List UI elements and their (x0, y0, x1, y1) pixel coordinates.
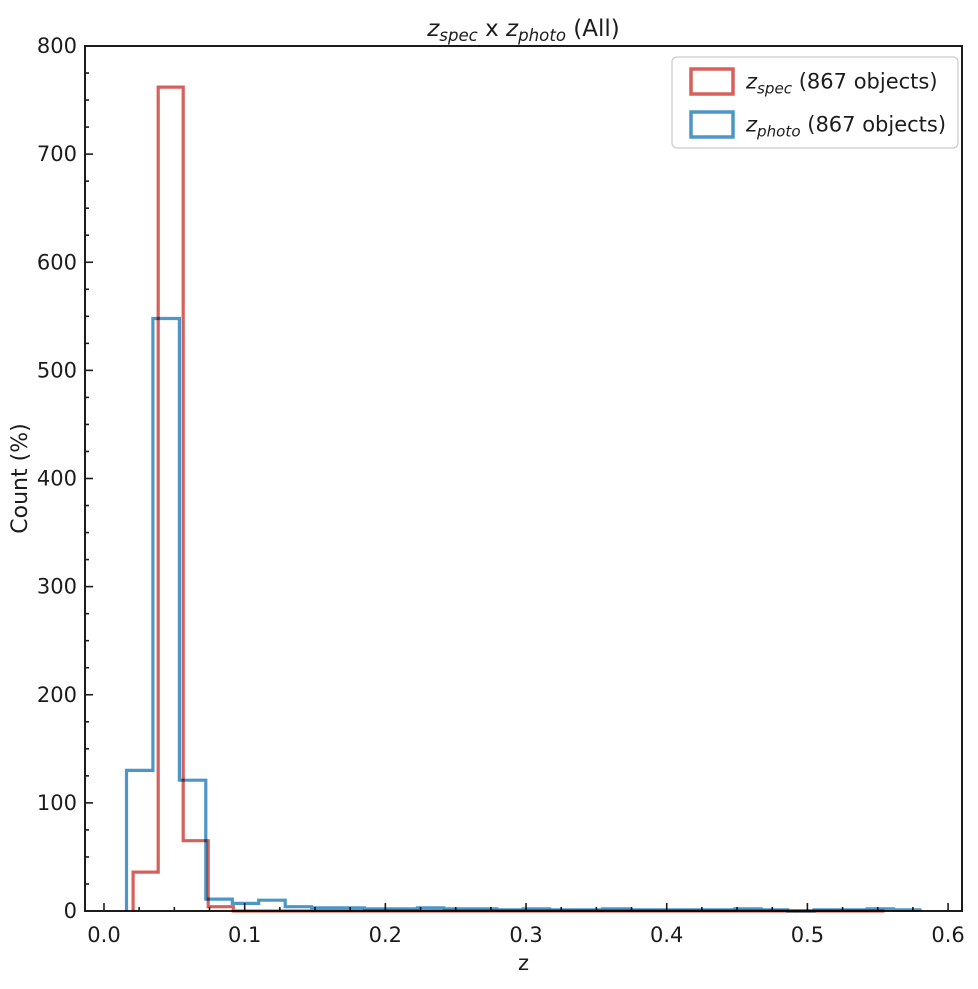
x-tick-label: 0.1 (228, 923, 261, 947)
legend-label-z_photo: zphoto (867 objects) (745, 113, 946, 141)
y-tick-label: 600 (37, 250, 77, 274)
x-tick-label: 0.5 (791, 923, 824, 947)
legend-box (671, 56, 959, 149)
x-tick-label: 0.6 (931, 923, 964, 947)
y-axis-label: Count (%) (8, 423, 33, 533)
axis-ticks (85, 45, 949, 912)
y-tick-label: 100 (37, 791, 77, 815)
legend-swatch-z_photo (689, 110, 735, 139)
y-tick-label: 700 (37, 142, 77, 166)
y-tick-label: 300 (37, 575, 77, 599)
y-tick-label: 0 (64, 899, 77, 923)
x-tick-label: 0.3 (509, 923, 542, 947)
z_photo-histogram (124, 316, 922, 913)
y-tick-label: 800 (37, 34, 77, 58)
y-tick-label: 500 (37, 358, 77, 382)
plot-frame (84, 45, 963, 912)
y-tick-label: 400 (37, 467, 77, 491)
chart-title: zspec x zphoto (All) (426, 16, 620, 45)
z_spec-histogram (131, 85, 885, 913)
x-tick-label: 0.4 (650, 923, 683, 947)
x-axis-label: z (518, 951, 529, 975)
x-tick-label: 0.2 (369, 923, 402, 947)
legend-swatch-z_spec (689, 67, 735, 96)
axis-tick-labels: 0.0 0.1 0.2 0.3 0.4 0.5 0.6 0 100 200 300 400 500 600… (37, 34, 965, 947)
legend-entry-z_spec: zspec (867 objects) (689, 67, 938, 98)
legend-label-z_spec: zspec (867 objects) (745, 70, 938, 98)
legend: zspec (867 objects) zphoto (867 objects) (671, 56, 959, 149)
legend-entry-z_photo: zphoto (867 objects) (689, 110, 946, 141)
y-tick-label: 200 (37, 683, 77, 707)
x-tick-label: 0.0 (87, 923, 120, 947)
